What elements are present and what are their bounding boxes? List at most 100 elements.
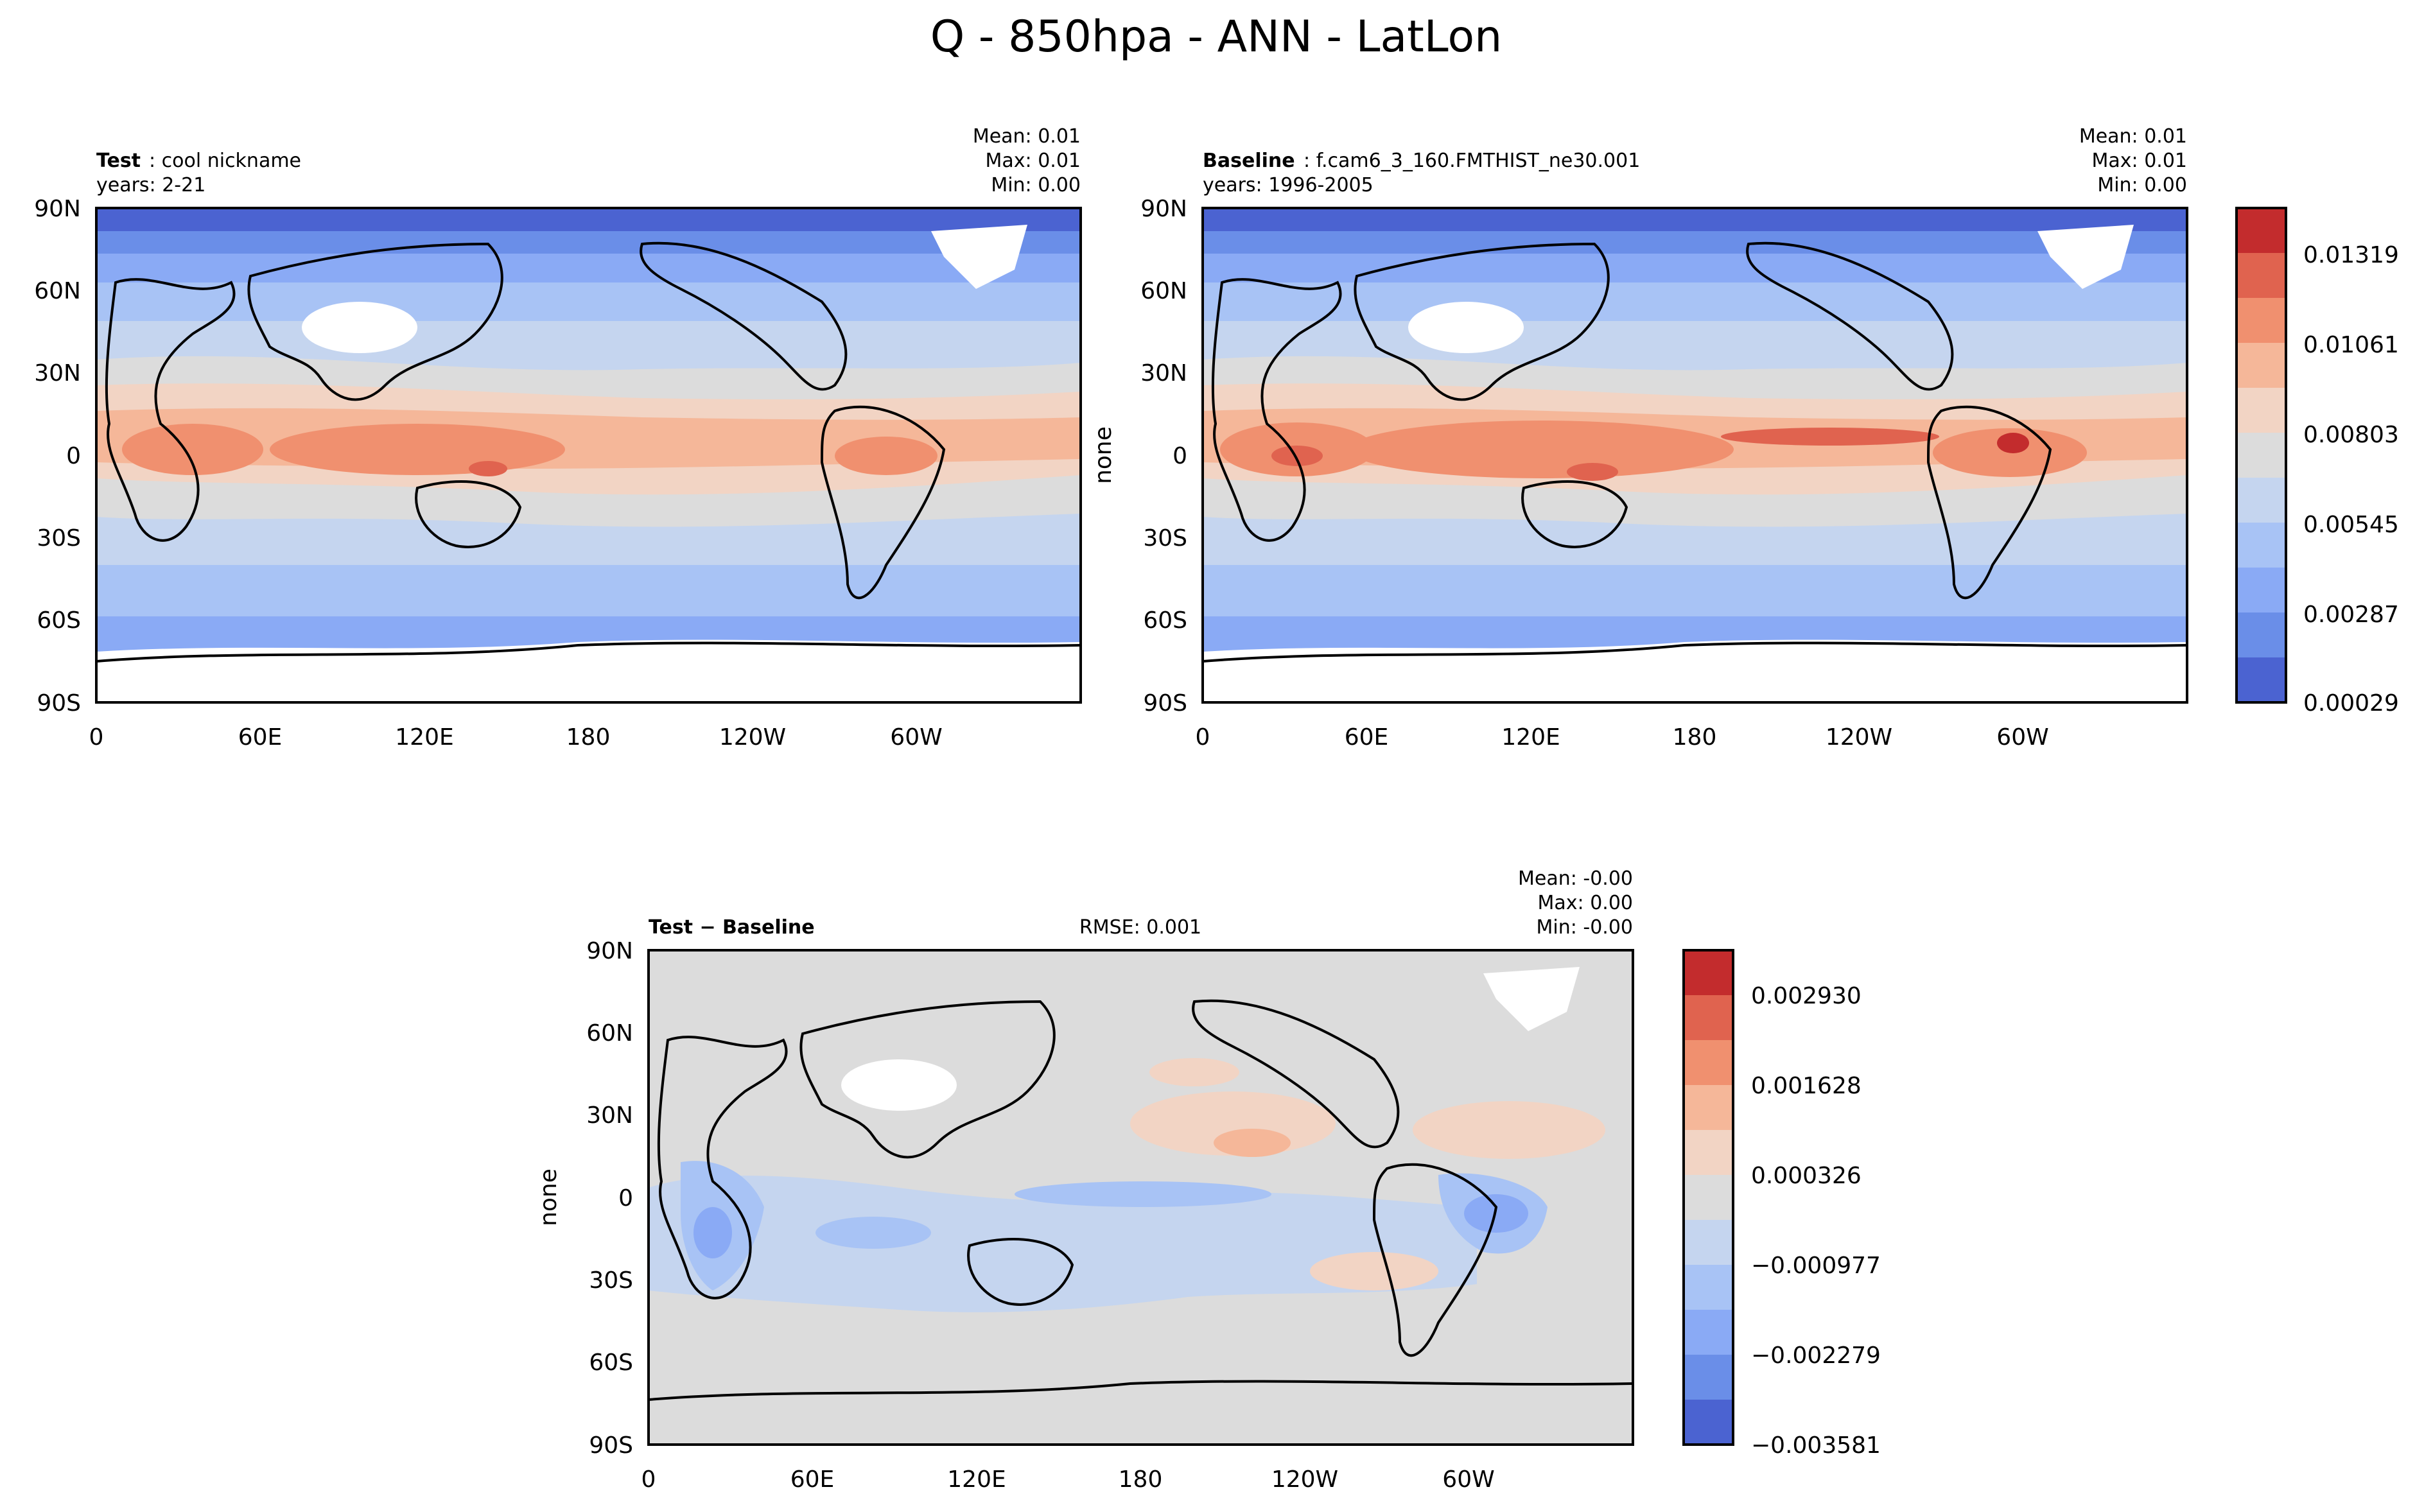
colorbar-tick-label: 0.00545: [2303, 512, 2399, 538]
stat-max: Max: 0.00: [1538, 892, 1633, 914]
colorbar-top: 0.01319 0.01061 0.00803 0.00545 0.00287 …: [2235, 207, 2399, 717]
panel-difference: Test − Baseline RMSE: 0.001 Mean: -0.00 …: [536, 867, 1634, 1493]
stat-max: Max: 0.01: [986, 150, 1081, 172]
colorbar-tick-label: −0.000977: [1751, 1253, 1881, 1279]
colorbar-swatch: [1684, 1130, 1733, 1176]
colorbar-swatch: [1684, 995, 1733, 1041]
panel-test: Test : cool nickname years: 2-21 Mean: 0…: [34, 125, 1082, 751]
colorbar-swatch: [1684, 1400, 1733, 1445]
colorbar-swatches: [1684, 950, 1733, 1445]
y-tick-labels: 90N 60N 30N 0 30S 60S 90S: [586, 938, 633, 1459]
y-tick-label: 0: [618, 1185, 633, 1212]
map-frame: [95, 207, 1082, 704]
y-axis-label: none: [536, 1169, 562, 1226]
colorbar-swatches: [2237, 208, 2286, 703]
colorbar-swatch: [2237, 253, 2286, 299]
colorbar-tick-labels: 0.002930 0.001628 0.000326 −0.000977 −0.…: [1751, 983, 1881, 1459]
panel-years: years: 1996-2005: [1203, 174, 1373, 196]
y-tick-label: 90S: [1143, 690, 1187, 717]
rmse-label: RMSE: 0.001: [1079, 916, 1201, 939]
colorbar-tick-label: 0.00029: [2303, 690, 2399, 717]
x-tick-label: 60W: [1442, 1466, 1494, 1493]
colorbar-swatch: [1684, 1085, 1733, 1131]
stat-mean: Mean: 0.01: [973, 125, 1081, 148]
colorbar-swatch: [2237, 298, 2286, 343]
colorbar-swatch: [2237, 568, 2286, 613]
colorbar-swatch: [2237, 478, 2286, 523]
colorbar-tick-label: 0.001628: [1751, 1073, 1862, 1099]
y-tick-labels: 90N 60N 30N 0 30S 60S 90S: [1140, 196, 1187, 717]
panel-label-bold: Test − Baseline: [649, 916, 815, 939]
x-tick-label: 120W: [719, 724, 786, 751]
y-tick-labels: 90N 60N 30N 0 30S 60S 90S: [34, 196, 81, 717]
colorbar-frame: [2235, 207, 2287, 704]
y-tick-label: 60S: [589, 1350, 633, 1376]
contour-field: [96, 208, 1081, 702]
x-tick-label: 0: [89, 724, 104, 751]
map-frame: [647, 949, 1634, 1446]
y-tick-label: 30N: [1140, 360, 1187, 387]
y-axis-label: none: [1090, 426, 1117, 484]
y-tick-label: 60S: [1143, 607, 1187, 634]
colorbar-tick-label: 0.01061: [2303, 332, 2399, 358]
colorbar-tick-label: 0.002930: [1751, 983, 1862, 1009]
y-tick-label: 60S: [37, 607, 81, 634]
x-tick-label: 60E: [1345, 724, 1389, 751]
y-tick-label: 30N: [34, 360, 81, 387]
y-tick-label: 30S: [37, 525, 81, 552]
y-tick-label: 0: [1173, 443, 1187, 469]
stat-max: Max: 0.01: [2092, 150, 2187, 172]
x-tick-label: 180: [1673, 724, 1717, 751]
x-tick-label: 120W: [1826, 724, 1892, 751]
stat-min: Min: 0.00: [991, 174, 1081, 196]
colorbar-tick-label: −0.003581: [1751, 1432, 1881, 1459]
colorbar-swatch: [2237, 343, 2286, 388]
y-tick-label: 90S: [589, 1432, 633, 1459]
colorbar-tick-label: 0.00803: [2303, 422, 2399, 448]
stat-mean: Mean: 0.01: [2079, 125, 2187, 148]
colorbar-swatch: [2237, 388, 2286, 433]
x-tick-labels: 0 60E 120E 180 120W 60W: [89, 724, 943, 751]
colorbar-tick-label: −0.002279: [1751, 1343, 1881, 1369]
colorbar-swatch: [2237, 657, 2286, 703]
x-tick-label: 120E: [1501, 724, 1560, 751]
colorbar-swatch: [2237, 613, 2286, 658]
x-tick-label: 120E: [395, 724, 453, 751]
y-tick-label: 30N: [586, 1102, 633, 1129]
colorbar-swatch: [1684, 1040, 1733, 1086]
stat-min: Min: 0.00: [2097, 174, 2187, 196]
stat-mean: Mean: -0.00: [1518, 867, 1633, 890]
colorbar-swatch: [1684, 1220, 1733, 1265]
colorbar-swatch: [2237, 523, 2286, 568]
colorbar-tick-labels: 0.01319 0.01061 0.00803 0.00545 0.00287 …: [2303, 242, 2399, 717]
colorbar-tick-label: 0.00287: [2303, 602, 2399, 628]
x-tick-label: 60W: [890, 724, 942, 751]
figure-title: Q - 850hpa - ANN - LatLon: [930, 12, 1502, 62]
x-tick-label: 60E: [790, 1466, 835, 1493]
colorbar-swatch: [1684, 1355, 1733, 1400]
panel-label-rest: : cool nickname: [149, 150, 301, 172]
colorbar-bottom: 0.002930 0.001628 0.000326 −0.000977 −0.…: [1682, 949, 1881, 1459]
colorbar-swatch: [1684, 1310, 1733, 1355]
y-tick-label: 30S: [1143, 525, 1187, 552]
panel-baseline: Baseline : f.cam6_3_160.FMTHIST_ne30.001…: [1090, 125, 2188, 751]
colorbar-tick-label: 0.01319: [2303, 242, 2399, 268]
y-tick-label: 60N: [1140, 278, 1187, 304]
y-tick-label: 0: [66, 443, 81, 469]
panel-label-bold: Baseline: [1203, 150, 1295, 172]
x-tick-label: 60E: [238, 724, 283, 751]
x-tick-label: 120W: [1271, 1466, 1338, 1493]
x-tick-label: 0: [641, 1466, 656, 1493]
x-tick-labels: 0 60E 120E 180 120W 60W: [641, 1466, 1495, 1493]
colorbar-swatch: [1684, 1175, 1733, 1221]
x-tick-label: 180: [566, 724, 611, 751]
contour-field: [649, 950, 1633, 1445]
panel-years: years: 2-21: [96, 174, 205, 196]
panel-label-rest: : f.cam6_3_160.FMTHIST_ne30.001: [1304, 150, 1640, 172]
y-tick-label: 90N: [1140, 196, 1187, 222]
panel-label-bold: Test: [96, 150, 141, 172]
x-tick-label: 120E: [947, 1466, 1006, 1493]
y-tick-label: 90N: [586, 938, 633, 964]
x-tick-labels: 0 60E 120E 180 120W 60W: [1196, 724, 2049, 751]
